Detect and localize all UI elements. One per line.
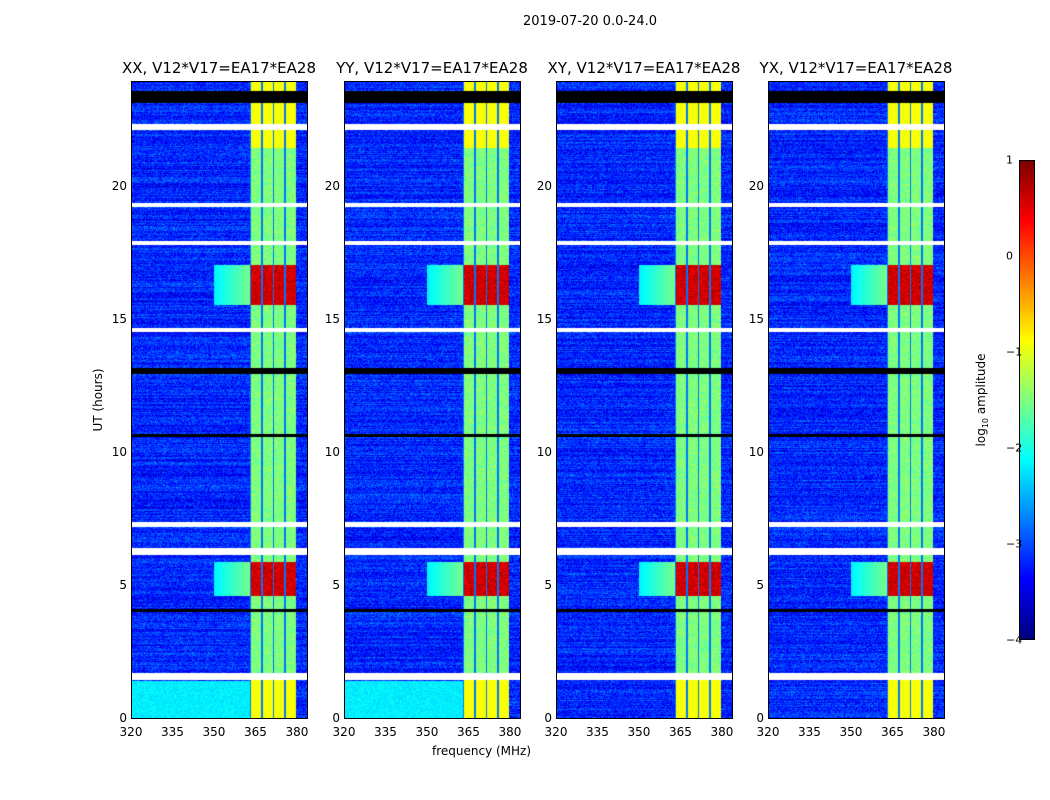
- heatmap-cells: [557, 82, 732, 718]
- x-tick-label: 350: [415, 725, 439, 739]
- y-tick-label: 10: [536, 445, 552, 460]
- y-tick-label: 5: [544, 578, 552, 593]
- y-tick-label: 0: [544, 711, 552, 725]
- y-tick-label: 0: [332, 711, 340, 725]
- panel-title: XX, V12*V17=EA17*EA28: [121, 59, 317, 77]
- figure-title: 2019-07-20 0.0-24.0: [523, 14, 657, 29]
- x-tick-label: 380: [922, 725, 946, 739]
- colorbar-tick-label: −2: [1006, 441, 1023, 455]
- x-tick-label: 365: [881, 725, 904, 739]
- y-tick-label: 10: [748, 445, 764, 460]
- x-tick-label: 320: [756, 725, 780, 739]
- colorbar-tick-label: −4: [1006, 633, 1023, 647]
- x-tick-label: 350: [202, 725, 226, 739]
- colorbar-label: log10 amplitude: [973, 353, 991, 447]
- x-tick-label: 380: [710, 725, 734, 739]
- colorbar-tick-label: 0: [1006, 249, 1013, 263]
- x-tick-label: 335: [161, 725, 184, 739]
- colorbar: [1019, 160, 1035, 640]
- waterfall-panel-3: [768, 81, 945, 719]
- y-tick-label: 5: [119, 578, 127, 593]
- x-tick-label: 320: [332, 725, 356, 739]
- x-tick-label: 365: [244, 725, 267, 739]
- x-tick-label: 380: [498, 725, 522, 739]
- colorbar-tick-label: −3: [1006, 537, 1023, 551]
- y-tick-label: 5: [332, 578, 340, 593]
- y-tick-label: 0: [119, 711, 127, 725]
- panel-title: YX, V12*V17=EA17*EA28: [759, 59, 953, 77]
- waterfall-panel-1: [344, 81, 521, 719]
- panel-title: XY, V12*V17=EA17*EA28: [547, 59, 741, 77]
- colorbar-tick-label: −1: [1006, 345, 1023, 359]
- x-tick-label: 380: [285, 725, 309, 739]
- x-tick-label: 350: [627, 725, 651, 739]
- y-tick-label: 20: [324, 179, 340, 194]
- x-tick-label: 335: [586, 725, 609, 739]
- x-tick-label: 365: [457, 725, 480, 739]
- x-tick-label: 335: [798, 725, 821, 739]
- x-tick-label: 335: [374, 725, 397, 739]
- y-axis-label: UT (hours): [91, 368, 105, 432]
- waterfall-panel-0: [131, 81, 308, 719]
- x-tick-label: 320: [119, 725, 143, 739]
- y-tick-label: 20: [536, 179, 552, 194]
- panel-title: YY, V12*V17=EA17*EA28: [336, 59, 528, 77]
- x-axis-label: frequency (MHz): [432, 744, 532, 758]
- x-tick-label: 365: [669, 725, 692, 739]
- x-tick-label: 350: [839, 725, 863, 739]
- y-tick-label: 15: [324, 312, 340, 327]
- waterfall-panel-2: [556, 81, 733, 719]
- y-tick-label: 15: [748, 312, 764, 327]
- y-tick-label: 0: [756, 711, 764, 725]
- x-tick-label: 320: [544, 725, 568, 739]
- y-tick-label: 15: [536, 312, 552, 327]
- heatmap-cells: [769, 82, 944, 718]
- y-tick-label: 20: [111, 179, 127, 194]
- y-tick-label: 15: [111, 312, 127, 327]
- heatmap-cells: [132, 82, 307, 718]
- heatmap-cells: [345, 82, 520, 718]
- y-tick-label: 10: [324, 445, 340, 460]
- colorbar-tick-label: 1: [1006, 153, 1013, 167]
- y-tick-label: 5: [756, 578, 764, 593]
- y-tick-label: 20: [748, 179, 764, 194]
- y-tick-label: 10: [111, 445, 127, 460]
